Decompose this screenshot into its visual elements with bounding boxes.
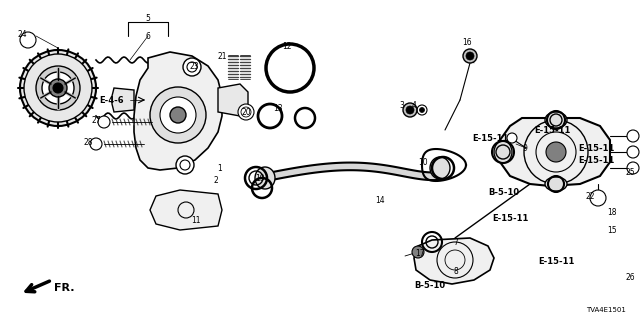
Circle shape (463, 49, 477, 63)
Circle shape (176, 156, 194, 174)
Text: 19: 19 (255, 173, 265, 182)
Text: 12: 12 (282, 42, 292, 51)
Circle shape (238, 104, 254, 120)
Text: 28: 28 (83, 138, 93, 147)
Circle shape (24, 54, 92, 122)
Text: 25: 25 (625, 167, 635, 177)
Text: 21: 21 (217, 52, 227, 60)
Text: 20: 20 (241, 108, 251, 116)
Text: E-15-11: E-15-11 (534, 125, 570, 134)
Ellipse shape (494, 141, 512, 163)
Polygon shape (500, 118, 610, 186)
Text: B-5-10: B-5-10 (415, 282, 445, 291)
Text: 23: 23 (189, 61, 199, 70)
Polygon shape (112, 88, 134, 112)
Text: 11: 11 (191, 215, 201, 225)
Circle shape (42, 72, 74, 104)
Text: 6: 6 (145, 31, 150, 41)
Circle shape (170, 107, 186, 123)
Ellipse shape (430, 157, 450, 179)
Text: 10: 10 (418, 157, 428, 166)
Text: E-15-11: E-15-11 (578, 143, 614, 153)
Text: 24: 24 (17, 29, 27, 38)
Text: 15: 15 (607, 226, 617, 235)
Text: 8: 8 (454, 268, 458, 276)
Polygon shape (150, 190, 222, 230)
Polygon shape (414, 238, 494, 284)
Circle shape (412, 246, 424, 258)
Circle shape (403, 103, 417, 117)
Circle shape (507, 133, 517, 143)
Text: 3: 3 (399, 100, 404, 109)
Circle shape (406, 106, 414, 114)
Circle shape (20, 50, 96, 126)
Circle shape (49, 79, 67, 97)
Circle shape (627, 130, 639, 142)
Text: 13: 13 (273, 103, 283, 113)
Polygon shape (218, 84, 248, 116)
Text: 4: 4 (412, 100, 417, 109)
Text: B-5-10: B-5-10 (488, 188, 520, 196)
Circle shape (627, 162, 639, 174)
Ellipse shape (255, 167, 275, 189)
Circle shape (466, 52, 474, 60)
Text: 9: 9 (523, 143, 527, 153)
Text: E-15-11: E-15-11 (492, 213, 528, 222)
Circle shape (150, 87, 206, 143)
Text: 18: 18 (607, 207, 617, 217)
Circle shape (90, 138, 102, 150)
Text: E-15-11: E-15-11 (538, 258, 574, 267)
Circle shape (98, 116, 110, 128)
Ellipse shape (545, 177, 567, 191)
Circle shape (546, 142, 566, 162)
Text: 5: 5 (145, 13, 150, 22)
Polygon shape (134, 52, 222, 170)
Text: 16: 16 (462, 37, 472, 46)
Text: E-15-11: E-15-11 (472, 133, 508, 142)
Text: FR.: FR. (54, 283, 74, 293)
Circle shape (53, 83, 63, 93)
Text: 26: 26 (625, 274, 635, 283)
Text: E-4-6: E-4-6 (100, 95, 124, 105)
Circle shape (183, 58, 201, 76)
Text: E-15-11: E-15-11 (578, 156, 614, 164)
Text: 17: 17 (415, 250, 425, 259)
Text: 7: 7 (454, 237, 458, 246)
Circle shape (419, 108, 424, 113)
Ellipse shape (545, 112, 567, 128)
Text: 14: 14 (375, 196, 385, 204)
Text: 22: 22 (585, 191, 595, 201)
Circle shape (590, 190, 606, 206)
Text: 27: 27 (91, 116, 101, 124)
Text: TVA4E1501: TVA4E1501 (586, 307, 626, 313)
Circle shape (627, 146, 639, 158)
Circle shape (36, 66, 80, 110)
Circle shape (160, 97, 196, 133)
Text: 1: 1 (218, 164, 222, 172)
Text: 2: 2 (214, 175, 218, 185)
Circle shape (20, 32, 36, 48)
